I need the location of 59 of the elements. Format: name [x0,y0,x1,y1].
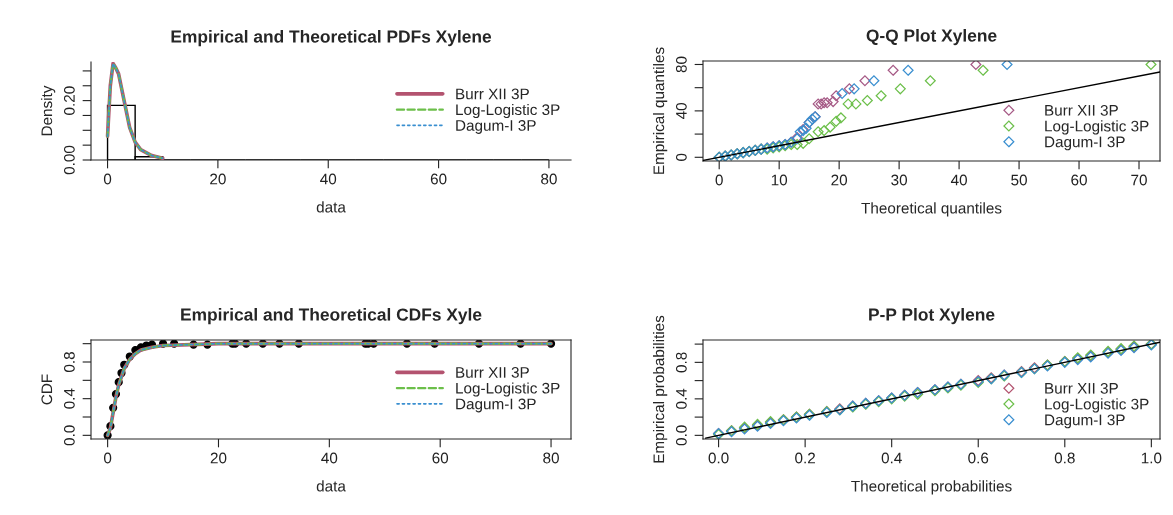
y-tick-label: 0.0 [63,425,75,446]
y-tick-label: 0.20 [63,86,75,115]
y-tick-label: 0.8 [63,352,75,373]
legend-label: Burr XII 3P [1045,104,1118,116]
y-tick-label: 0.4 [675,388,687,409]
legend-label: Burr XII 3P [456,367,529,378]
x-tick-label: 80 [543,452,559,464]
x-tick-label: 0 [103,452,112,464]
x-tick-label: 70 [1131,174,1147,186]
x-tick-label: 40 [320,173,337,185]
x-tick-label: 0 [715,174,723,186]
x-tick-label: 0.0 [708,452,729,464]
x-tick-label: 60 [430,173,447,185]
legend-label: Log-Logistic 3P [456,103,560,119]
legend-label: Burr XII 3P [1045,382,1118,394]
chart-title: P-P Plot Xylene [869,307,995,325]
x-tick-label: 0.2 [795,452,815,464]
x-axis-title: Theoretical quantiles [861,202,1002,217]
legend-label: Dagum-I 3P [456,120,536,134]
legend-label: Log-Logistic 3P [1045,120,1149,135]
y-tick-label: 0.4 [63,388,75,409]
x-tick-label: 20 [210,452,227,464]
y-axis-title: Empirical quantiles [652,47,668,174]
x-tick-label: 50 [1011,174,1027,186]
chart-title: Empirical and Theoretical PDFs Xylene [171,29,492,47]
x-tick-label: 40 [950,174,967,186]
x-tick-label: 60 [432,452,449,464]
y-axis-title: Density [40,85,56,136]
x-tick-label: 20 [831,174,848,186]
y-tick-label: 0.00 [63,145,75,175]
chart-title: Empirical and Theoretical CDFs Xyle [181,307,482,325]
x-axis-title: data [316,201,346,213]
y-axis-title: Empirical probabilities [652,315,668,463]
legend-label: Log-Logistic 3P [1045,398,1149,413]
x-tick-label: 20 [210,173,226,185]
y-tick-label: 0.8 [675,352,687,373]
x-tick-label: 0.4 [881,452,902,464]
y-tick-label: 0.0 [675,425,687,446]
legend-label: Dagum-I 3P [1045,414,1125,429]
x-tick-label: 0.8 [1054,452,1075,464]
x-tick-label: 60 [1071,174,1087,186]
y-tick-label: 80 [675,56,687,73]
y-axis-title: CDF [41,374,53,405]
x-tick-label: 80 [541,173,557,185]
legend-label: Dagum-I 3P [1045,136,1125,151]
y-tick-label: 0 [675,153,687,161]
legend-label: Burr XII 3P [456,88,529,100]
legend-label: Log-Logistic 3P [456,382,560,397]
x-tick-label: 40 [321,452,338,464]
x-axis-title: data [316,480,346,492]
x-axis-title: Theoretical probabilities [851,480,1012,495]
x-tick-label: 0 [103,173,112,185]
y-tick-label: 40 [675,102,687,120]
x-tick-label: 30 [891,174,908,186]
x-tick-label: 10 [771,174,788,186]
x-tick-label: 1.0 [1141,452,1162,464]
chart-title: Q-Q Plot Xylene [866,28,997,46]
x-tick-label: 0.6 [968,452,989,464]
legend-label: Dagum-I 3P [456,398,536,413]
